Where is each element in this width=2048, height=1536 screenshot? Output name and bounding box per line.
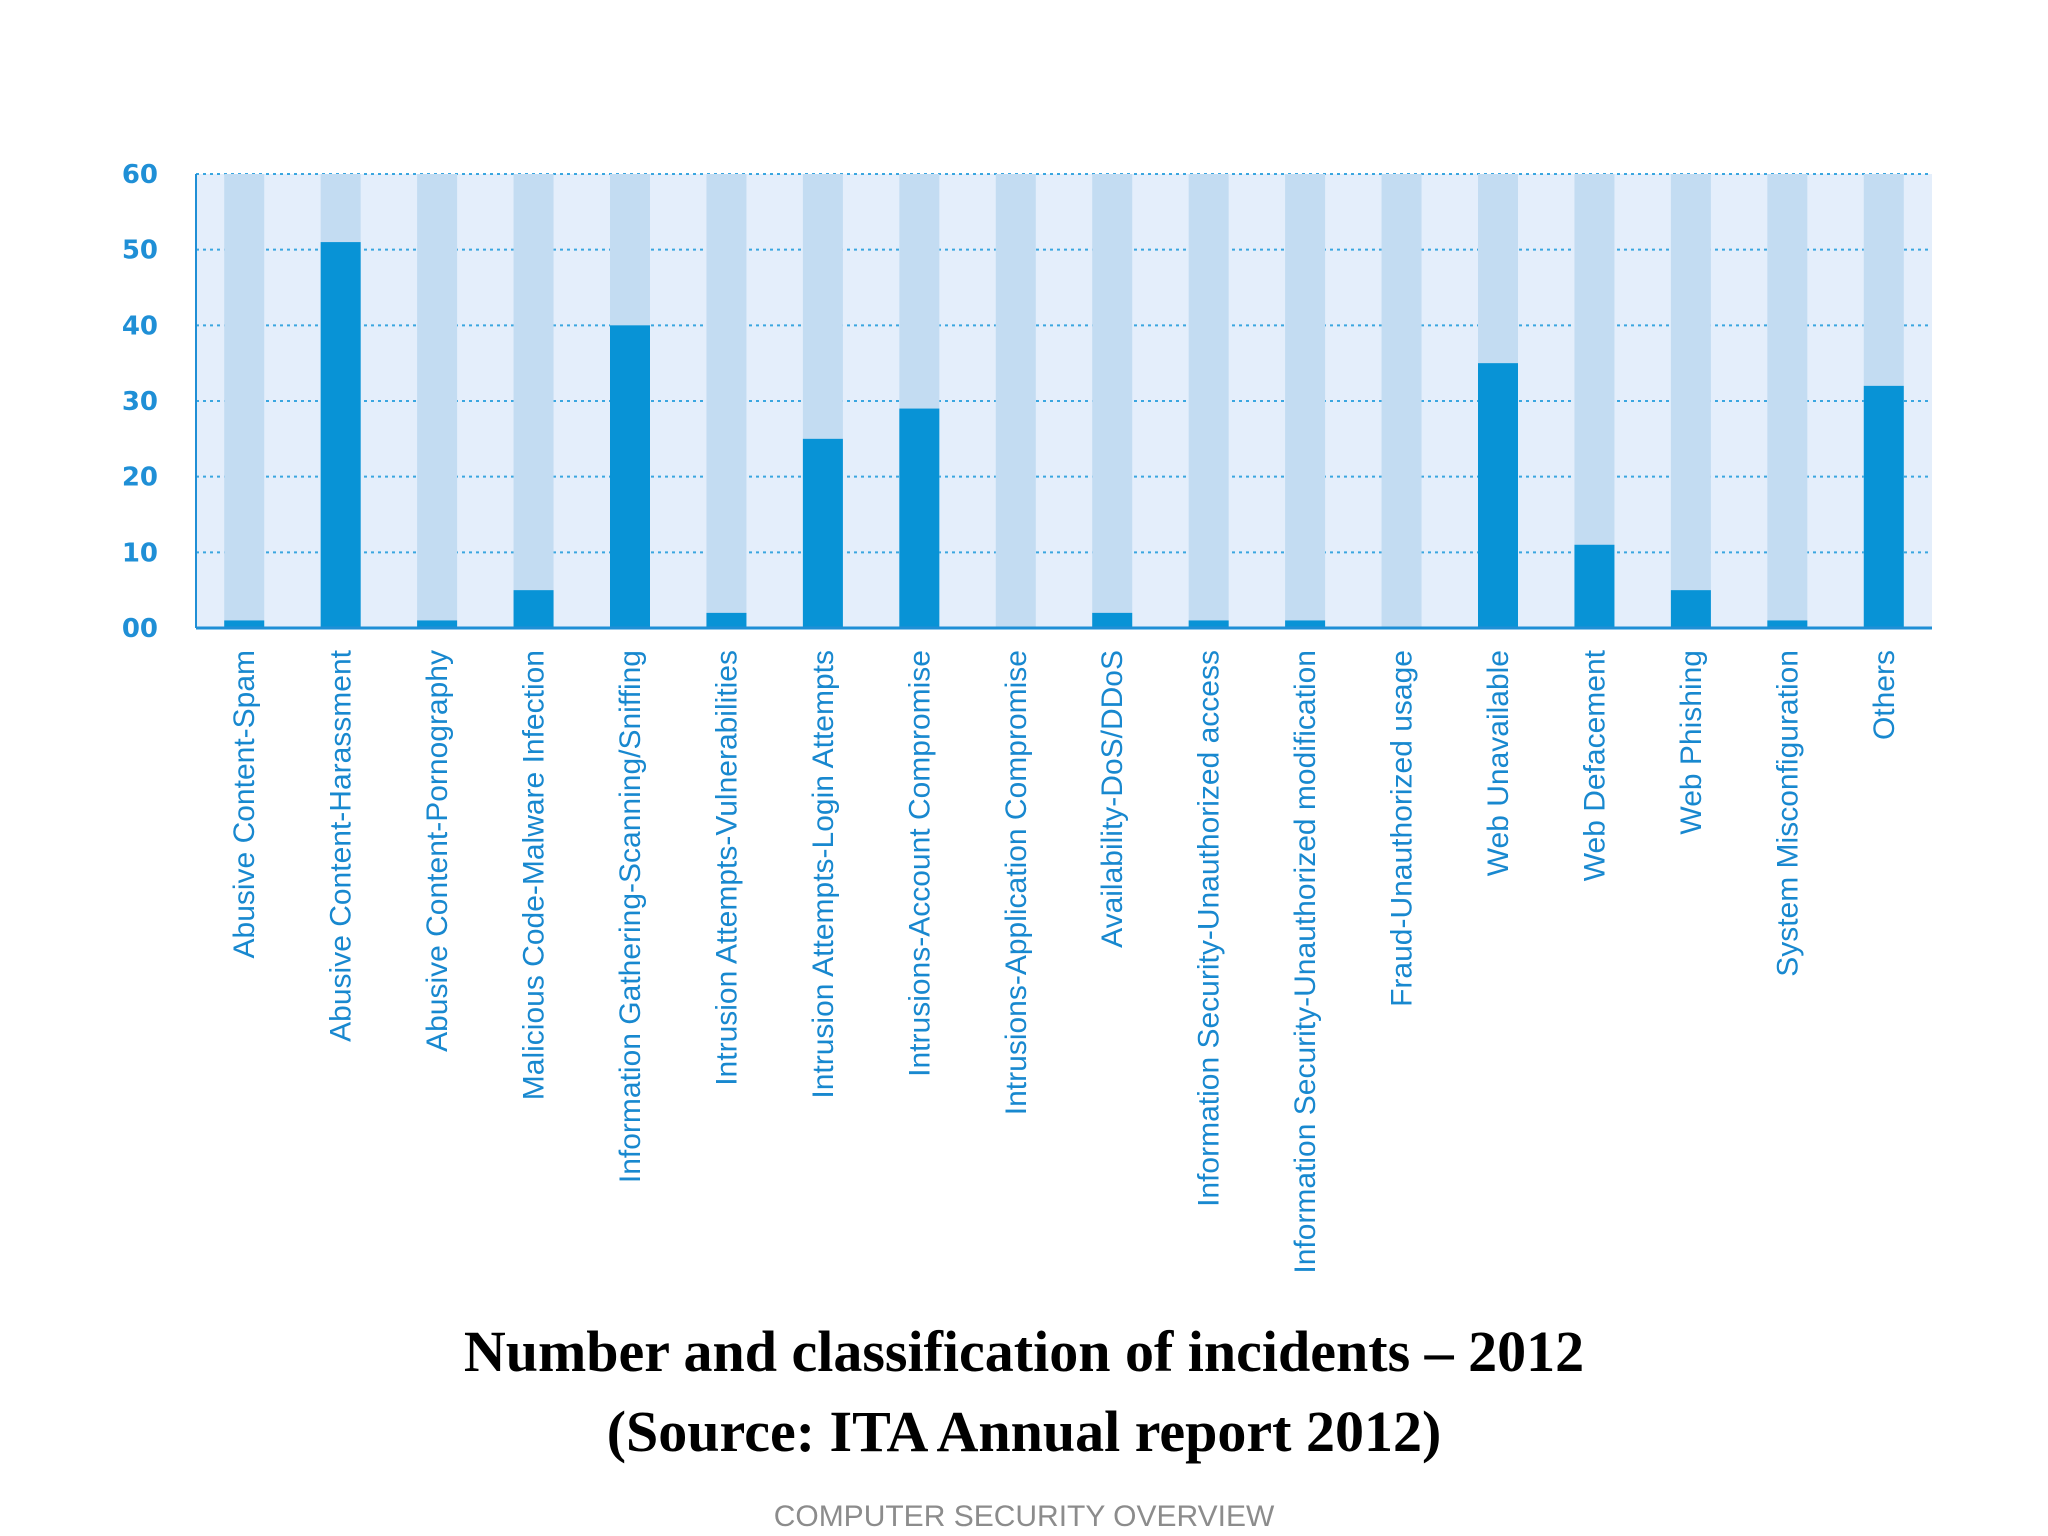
bar-background bbox=[224, 174, 265, 628]
x-category-label: Information Security-Unauthorized modifi… bbox=[1289, 650, 1322, 1274]
axes bbox=[195, 174, 1932, 630]
x-category-label: Abusive Content-Pornography bbox=[421, 650, 454, 1052]
bar bbox=[1092, 612, 1133, 628]
bar bbox=[224, 620, 265, 628]
x-category-label: Abusive Content-Harassment bbox=[325, 649, 358, 1042]
x-category-label: Intrusions-Application Compromise bbox=[1000, 650, 1033, 1115]
chart-caption-title: Number and classification of incidents –… bbox=[463, 1319, 1585, 1384]
bar bbox=[1285, 620, 1326, 628]
bar bbox=[1188, 620, 1229, 628]
y-tick-labels: 00 10 20 30 40 50 60 bbox=[122, 160, 158, 644]
x-category-label: Intrusions-Account Compromise bbox=[903, 650, 936, 1077]
bar-background bbox=[995, 174, 1036, 628]
bar bbox=[1670, 590, 1711, 628]
y-tick-label: 40 bbox=[122, 311, 158, 341]
bar bbox=[320, 242, 361, 628]
bar bbox=[1863, 385, 1904, 628]
y-tick-label: 10 bbox=[122, 538, 158, 568]
bar bbox=[1767, 620, 1808, 628]
x-category-label: Others bbox=[1868, 650, 1901, 740]
bar bbox=[513, 590, 554, 628]
chart-caption-source: (Source: ITA Annual report 2012) bbox=[606, 1399, 1442, 1464]
bar bbox=[706, 612, 747, 628]
x-category-label: System Misconfiguration bbox=[1771, 650, 1804, 977]
x-category-label: Web Phishing bbox=[1675, 650, 1708, 835]
bar-background bbox=[1670, 174, 1711, 628]
bar bbox=[1478, 363, 1518, 628]
y-tick-label: 60 bbox=[122, 160, 158, 190]
bar bbox=[610, 325, 650, 628]
y-tick-label: 30 bbox=[122, 387, 158, 417]
bar bbox=[802, 438, 843, 628]
bar-background bbox=[1285, 174, 1326, 628]
bar-background bbox=[706, 174, 747, 628]
x-category-label: Intrusion Attempts-Vulnerabilities bbox=[710, 650, 743, 1086]
x-category-label: Abusive Content-Spam bbox=[228, 650, 261, 959]
bar bbox=[1574, 544, 1615, 628]
x-category-label: Availability-DoS/DDoS bbox=[1096, 650, 1129, 948]
bar-background bbox=[1188, 174, 1229, 628]
bar bbox=[417, 620, 458, 628]
x-category-label: Intrusion Attempts-Login Attempts bbox=[807, 650, 840, 1099]
y-tick-label: 00 bbox=[122, 614, 158, 644]
x-category-label: Web Unavailable bbox=[1482, 650, 1515, 876]
bar bbox=[899, 408, 940, 628]
bar-background bbox=[1381, 174, 1422, 628]
x-category-label: Malicious Code-Malware Infection bbox=[518, 650, 551, 1100]
x-category-labels: Abusive Content-Spam Abusive Content-Hara… bbox=[228, 649, 1901, 1273]
y-tick-label: 50 bbox=[122, 236, 158, 266]
slide-footer: COMPUTER SECURITY OVERVIEW bbox=[773, 1500, 1275, 1533]
x-category-label: Web Defacement bbox=[1578, 649, 1611, 881]
y-tick-label: 20 bbox=[122, 463, 158, 493]
bar-background bbox=[417, 174, 458, 628]
bars bbox=[224, 242, 1904, 628]
x-category-label: Fraud-Unauthorized usage bbox=[1386, 650, 1419, 1007]
bar-background bbox=[1092, 174, 1133, 628]
x-category-label: Information Security-Unauthorized access bbox=[1193, 650, 1226, 1207]
x-category-label: Information Gathering-Scanning/Sniffing bbox=[614, 650, 647, 1183]
bar-background bbox=[1767, 174, 1808, 628]
bar-background bbox=[513, 174, 554, 628]
